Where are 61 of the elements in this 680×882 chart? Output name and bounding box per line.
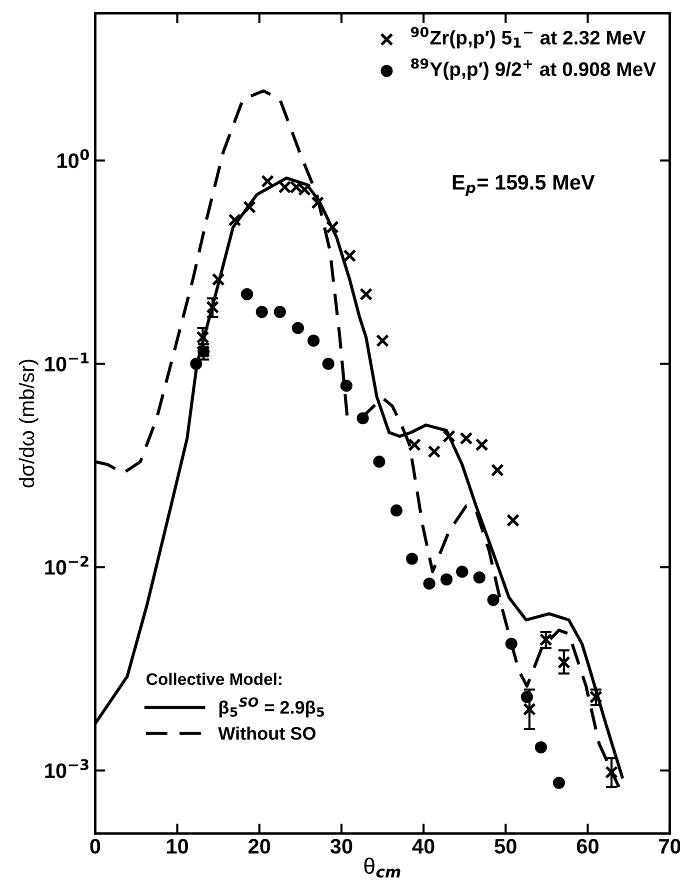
legend-label: β$_{5}$$^{SO}$ = 2.9β$_{5}$ (219, 697, 324, 718)
point (390, 504, 403, 517)
point (292, 322, 304, 334)
annotation: E$_{p}$= 159.5 MeV (452, 174, 595, 196)
y-axis-title: dσ/dω (mb/sr) (18, 360, 38, 488)
x-tick-label: 10 (167, 838, 188, 854)
x-tick-label: 60 (576, 838, 598, 854)
point (505, 638, 518, 650)
y-tick-label: 10$^{−2}$ (45, 556, 88, 575)
x-axis-title: θ$_{cm}$ (364, 858, 400, 878)
point (534, 741, 547, 754)
point (604, 766, 618, 779)
point (311, 196, 324, 210)
x-tick-label: 40 (412, 838, 434, 854)
point (552, 776, 566, 789)
point (308, 334, 320, 347)
point (376, 334, 390, 348)
point (190, 358, 202, 370)
y-tick-label: 10$^{−1}$ (45, 352, 89, 372)
point (520, 690, 534, 703)
legend-title: Collective Model: (146, 672, 282, 686)
point (343, 249, 356, 262)
point (322, 358, 334, 370)
point (428, 445, 441, 458)
point (423, 578, 436, 590)
legend-label: $^{90}$Zr(p,p′) 5$_{1}$$^{−}$ at 2.32 MeV (410, 26, 646, 48)
point (360, 288, 373, 301)
point (356, 412, 369, 424)
point (442, 430, 456, 443)
point (522, 702, 536, 716)
point (261, 174, 274, 188)
y-tick-label: 10$^{−3}$ (45, 759, 88, 778)
x-tick-label: 20 (248, 838, 270, 854)
point (456, 566, 468, 578)
point (460, 432, 473, 445)
point (490, 464, 504, 477)
point (326, 220, 339, 234)
point (539, 633, 552, 646)
point (440, 573, 453, 586)
point (589, 690, 602, 704)
x-tick-label: 30 (330, 838, 352, 854)
point (475, 438, 488, 452)
point (408, 438, 422, 452)
point (256, 306, 268, 318)
x-tick-label: 0 (90, 838, 100, 854)
point (274, 306, 286, 318)
point (487, 594, 500, 606)
point (241, 288, 254, 300)
point (228, 213, 242, 226)
x-tick-label: 50 (494, 838, 516, 854)
point (212, 272, 225, 286)
point (506, 514, 520, 527)
point (340, 380, 352, 392)
legend-label: Without SO (218, 726, 316, 740)
point (373, 456, 386, 468)
point (406, 552, 418, 565)
point (473, 571, 486, 584)
legend-label: $^{89}$Y(p,p′) 9/2$^{+}$ at 0.908 MeV (411, 58, 656, 80)
y-tick-label: 10$^{0}$ (57, 149, 89, 168)
point (557, 656, 570, 669)
point (242, 200, 256, 214)
